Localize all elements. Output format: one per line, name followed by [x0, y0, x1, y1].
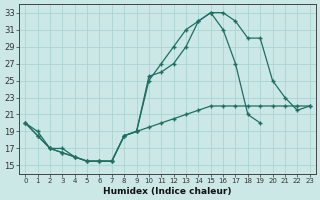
X-axis label: Humidex (Indice chaleur): Humidex (Indice chaleur): [103, 187, 232, 196]
